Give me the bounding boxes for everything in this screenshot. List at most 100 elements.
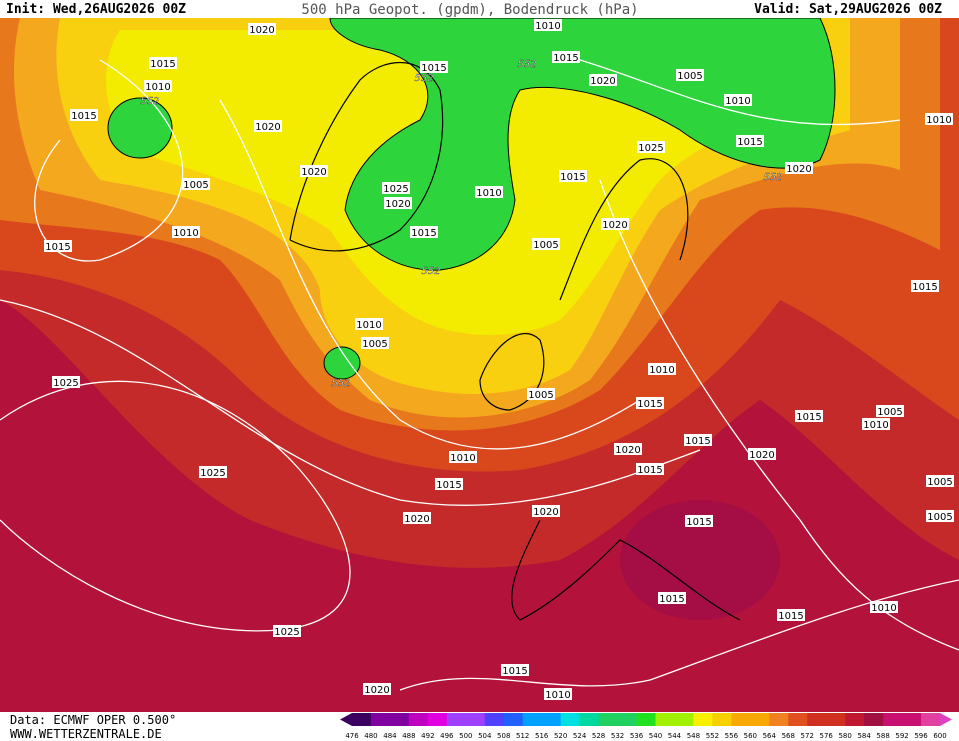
isobar-label: 1010	[871, 603, 896, 614]
isobar-label-box	[601, 218, 629, 230]
colorbar-cell	[427, 713, 448, 726]
colorbar-tick-label: 576	[820, 732, 834, 740]
isobar-label: 1025	[638, 143, 663, 154]
isobar-label: 1015	[659, 594, 684, 605]
low-area	[107, 97, 173, 159]
isobar-label: 1015	[637, 465, 662, 476]
colorbar-tick-label: 476	[345, 732, 359, 740]
isobar-label: 1010	[145, 82, 170, 93]
isobar-label-box	[532, 238, 560, 250]
colorbar-cell	[579, 713, 600, 726]
coastlines	[289, 62, 741, 621]
colorbar-tick-label: 536	[630, 732, 644, 740]
isobar-label-box	[300, 165, 328, 177]
isobar-label: 1015	[502, 666, 527, 677]
colorbar-cell	[655, 713, 675, 726]
colorbar-cell	[636, 713, 656, 726]
isobar-line	[0, 299, 701, 506]
isobar-label: 1020	[364, 685, 389, 696]
isobar-label-box	[748, 448, 776, 460]
isobar-label: 1015	[637, 399, 662, 410]
isobar-label-box	[44, 240, 72, 252]
isobar-label-box	[684, 434, 712, 446]
isobar-label-box	[911, 280, 939, 292]
geopotential-label: 552	[763, 172, 782, 183]
colorbar-tick-label: 504	[478, 732, 492, 740]
isobar-label: 1015	[796, 412, 821, 423]
isobar-label-box	[382, 182, 410, 194]
isobar-label-box	[785, 162, 813, 174]
low-area	[329, 17, 836, 271]
colorbar-cell	[370, 713, 391, 726]
isobar-label: 1015	[737, 137, 762, 148]
colorbar-tick-label: 544	[668, 732, 682, 740]
isobar-label-box	[149, 57, 177, 69]
isobar-label: 1005	[927, 512, 952, 523]
geopotential-label: 552	[421, 266, 440, 277]
isobar-label: 1005	[677, 71, 702, 82]
isobar-label-box	[420, 61, 448, 73]
isobar-label: 1020	[615, 445, 640, 456]
colorbar-tick-label: 500	[459, 732, 472, 740]
colorbar-cell	[541, 713, 562, 726]
colorbar-tick-label: 564	[763, 732, 777, 740]
isobar-label: 1020	[602, 220, 627, 231]
colorbar-tick-label: 596	[914, 732, 928, 740]
geopotential-label: 552	[331, 378, 350, 389]
low-area	[323, 346, 361, 380]
colorbar-cell	[750, 713, 770, 726]
isobar-label: 1010	[356, 320, 381, 331]
isobar-label-box	[403, 512, 431, 524]
isobar-label: 1015	[411, 228, 436, 239]
isobar-label: 1025	[53, 378, 78, 389]
colorbar-low-end	[340, 713, 352, 726]
colorbar-tick-label: 588	[876, 732, 889, 740]
isobar-label: 1015	[685, 436, 710, 447]
colorbar-cell	[712, 713, 732, 726]
isobar-label: 1015	[71, 111, 96, 122]
isobar-label-box	[925, 113, 953, 125]
isobar-line	[219, 99, 641, 450]
isobar-label: 1015	[150, 59, 175, 70]
isobar-label-box	[724, 94, 752, 106]
isobar-label-box	[876, 405, 904, 417]
isobar-label: 1015	[686, 517, 711, 528]
isobar-label-box	[559, 170, 587, 182]
isobar-label-box	[870, 601, 898, 613]
colorbar-cell	[408, 713, 429, 726]
isobar-label-box	[435, 478, 463, 490]
isobar-label: 1020	[404, 514, 429, 525]
isobar-line	[579, 59, 901, 126]
isobar-label: 1020	[301, 167, 326, 178]
isobar-label: 1020	[385, 199, 410, 210]
colorbar-tick-label: 480	[364, 732, 377, 740]
colorbar-tick-label: 600	[933, 732, 946, 740]
init-text: Init: Wed,26AUG2026 00Z	[6, 2, 186, 17]
isobar-label-box	[648, 363, 676, 375]
colorbar-cell	[788, 713, 808, 726]
isobar-label-box	[384, 197, 412, 209]
colorbar-cell	[902, 713, 922, 726]
colorbar-cell	[446, 713, 467, 726]
isobar-label-box	[410, 226, 438, 238]
title: 500 hPa Geopot. (gpdm), Bodendruck (hPa)	[301, 2, 638, 18]
website: WWW.WETTERZENTRALE.DE	[10, 727, 162, 741]
isobar-label-box	[534, 19, 562, 31]
isobar-label: 1020	[255, 122, 280, 133]
isobar-label: 1005	[362, 339, 387, 350]
isobar-label: 1015	[560, 172, 585, 183]
colorbar-tick-label: 520	[554, 732, 567, 740]
isobar-label-box	[361, 337, 389, 349]
isobar-label-box	[363, 683, 391, 695]
isobar-label: 1010	[535, 21, 560, 32]
isobar-label-box	[676, 69, 704, 81]
colorbar-cell	[465, 713, 486, 726]
colorbar-tick-label: 508	[497, 732, 510, 740]
isobar-label: 1015	[553, 53, 578, 64]
isobar-label-box	[658, 592, 686, 604]
isobar-label-box	[544, 688, 572, 700]
isobar-label: 1005	[183, 180, 208, 191]
colorbar-cell	[389, 713, 410, 726]
coastline	[511, 519, 741, 621]
